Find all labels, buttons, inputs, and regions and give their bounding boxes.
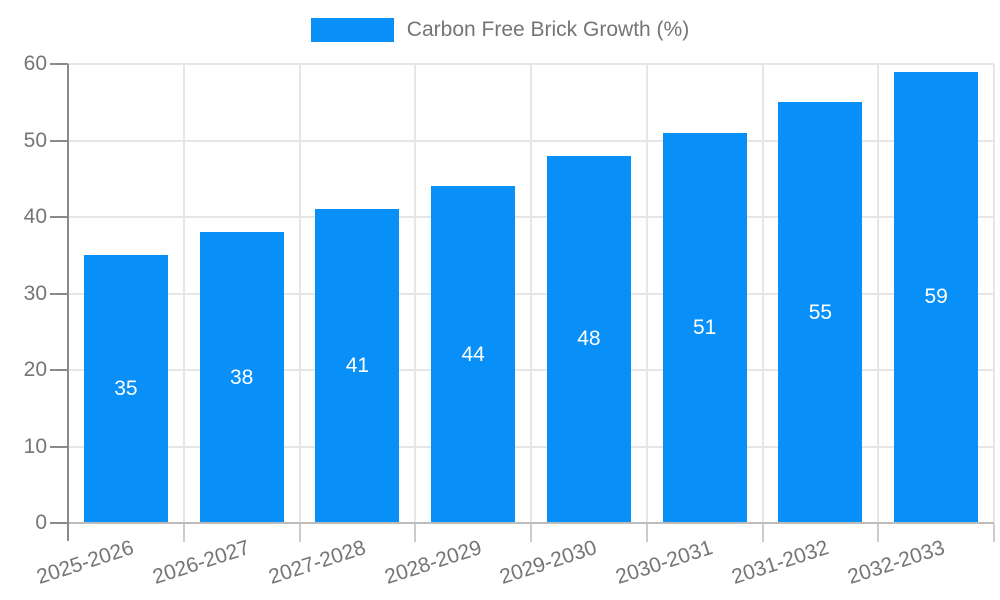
y-tick-label: 20 [23,358,47,381]
bar-2025-2026[interactable]: 35 [83,255,168,523]
x-tick-mark [993,524,995,542]
y-axis-line [67,64,69,541]
y-tick-mark [50,216,68,218]
x-tick-label: 2029-2030 [497,536,600,589]
x-tick-mark [182,524,185,542]
x-tick-mark [877,524,880,542]
gridline-vertical [761,64,764,523]
bar-2032-2033[interactable]: 59 [894,71,979,523]
gridline-vertical [993,64,995,523]
x-tick-mark [298,524,301,542]
bar-2026-2027[interactable]: 38 [199,232,284,523]
y-tick-mark [50,292,68,295]
bar-value-label: 48 [577,327,601,351]
x-tick-mark [645,524,648,542]
bar-value-label: 38 [229,365,254,389]
y-tick-mark [50,445,68,448]
x-tick-label: 2030-2031 [613,536,716,589]
x-tick-label: 2025-2026 [34,536,137,589]
x-tick-mark [761,524,764,542]
gridline-vertical [530,64,532,523]
bar-value-label: 51 [692,315,717,339]
y-tick-mark [50,522,68,524]
chart-legend[interactable]: Carbon Free Brick Growth (%) [0,17,1000,43]
x-tick-mark [414,524,417,542]
gridline-vertical [182,64,185,523]
y-tick-mark [50,63,68,65]
x-tick-label: 2026-2027 [150,536,253,589]
gridline-vertical [645,64,648,523]
bar-2031-2032[interactable]: 55 [778,102,863,523]
y-tick-label: 0 [35,511,47,534]
gridline-vertical [298,64,301,523]
x-tick-label: 2027-2028 [265,536,369,589]
x-tick-mark [530,524,532,542]
gridline-vertical [877,64,880,523]
gridline-vertical [414,64,417,523]
y-tick-label: 50 [23,128,47,152]
bar-value-label: 44 [461,342,485,366]
y-tick-label: 10 [23,434,47,458]
y-tick-label: 40 [23,205,47,228]
x-tick-label: 2028-2029 [381,536,485,589]
x-axis-line [68,522,994,524]
x-tick-label: 2031-2032 [728,536,832,589]
bar-2030-2031[interactable]: 51 [662,132,747,523]
legend-swatch [310,18,394,42]
x-tick-label: 2032-2033 [844,536,948,589]
y-tick-mark [50,139,68,142]
bar-2028-2029[interactable]: 44 [431,186,516,523]
bar-value-label: 41 [345,354,370,378]
bar-value-label: 55 [808,300,833,324]
bar-2029-2030[interactable]: 48 [546,155,631,523]
bar-value-label: 35 [114,377,138,401]
bar-value-label: 59 [924,285,948,309]
y-tick-mark [50,369,68,371]
bar-2027-2028[interactable]: 41 [315,209,400,523]
y-tick-label: 60 [23,52,47,75]
legend-label: Carbon Free Brick Growth (%) [406,18,690,41]
y-tick-label: 30 [23,281,47,305]
